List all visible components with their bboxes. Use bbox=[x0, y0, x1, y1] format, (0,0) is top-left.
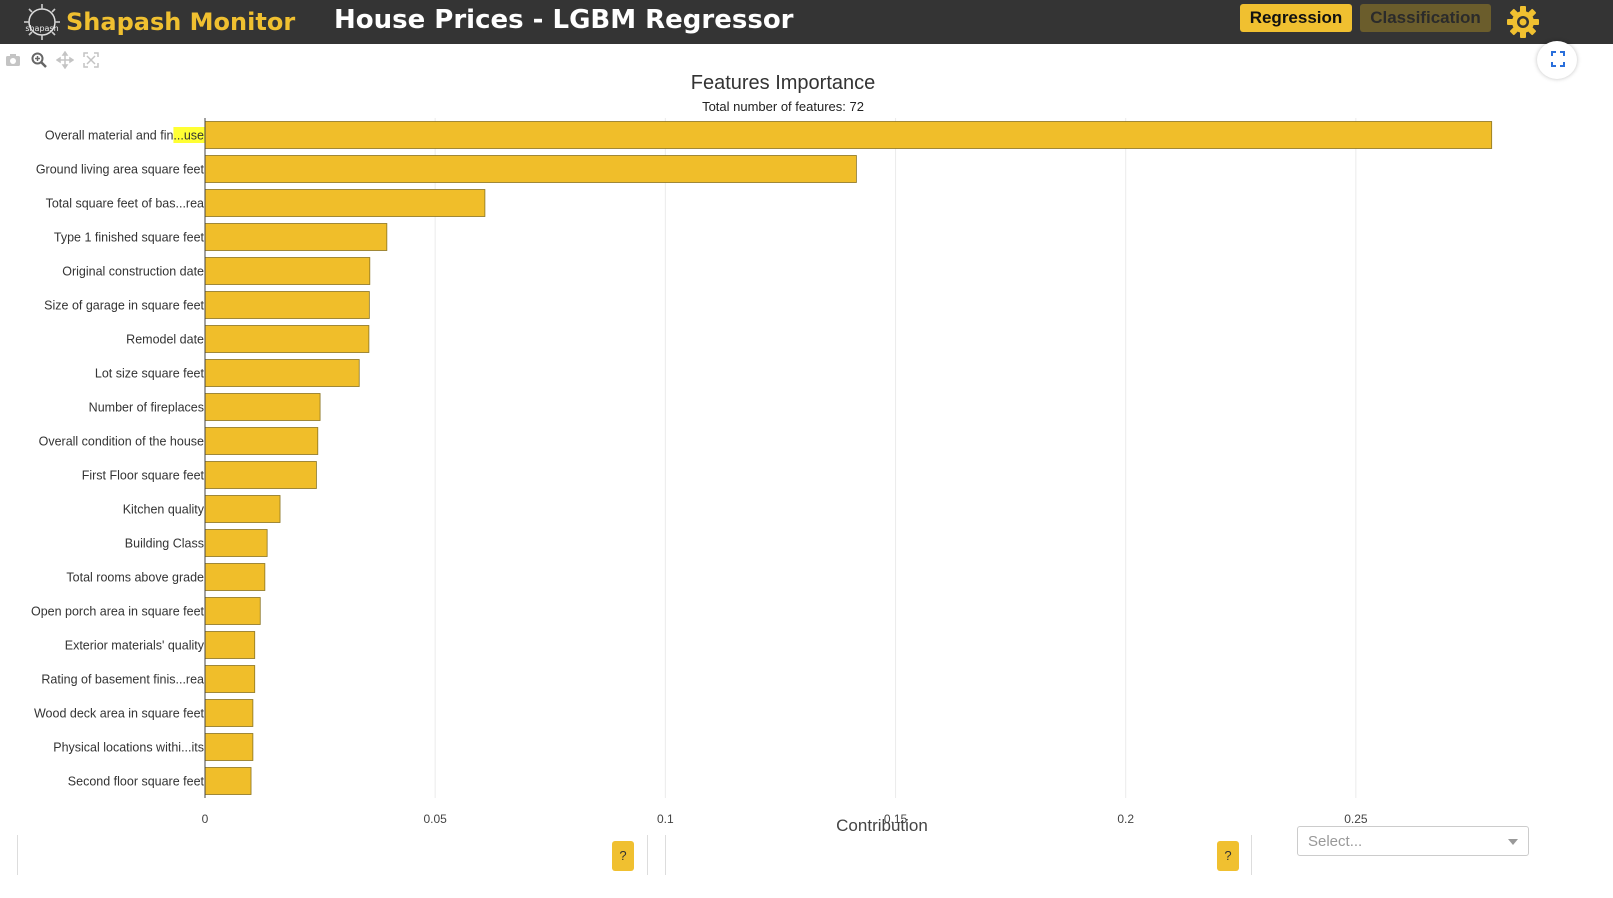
bar[interactable] bbox=[204, 461, 317, 489]
bar[interactable] bbox=[204, 495, 281, 523]
help-button[interactable]: ? bbox=[612, 841, 634, 871]
y-tick-label: Overall condition of the house bbox=[39, 435, 204, 449]
bar[interactable] bbox=[204, 529, 268, 557]
camera-icon[interactable] bbox=[4, 51, 22, 69]
x-tick-label: 0.2 bbox=[1117, 812, 1134, 826]
y-tick-label: Overall material and fin...use bbox=[45, 129, 204, 143]
chart-modebar bbox=[4, 51, 100, 69]
x-axis-title: Contribution bbox=[836, 816, 928, 835]
y-tick-label: Physical locations withi...its bbox=[53, 741, 204, 755]
bar[interactable] bbox=[204, 631, 256, 659]
y-tick-label: Second floor square feet bbox=[68, 775, 205, 789]
regression-button[interactable]: Regression bbox=[1240, 4, 1352, 32]
bar[interactable] bbox=[204, 767, 252, 795]
bar[interactable] bbox=[204, 291, 370, 319]
y-tick-label: Total rooms above grade bbox=[66, 571, 204, 585]
bar[interactable] bbox=[204, 359, 360, 387]
y-tick-label: Open porch area in square feet bbox=[31, 605, 205, 619]
bar[interactable] bbox=[204, 257, 371, 285]
bar[interactable] bbox=[204, 189, 486, 217]
chart-title: Features Importance bbox=[691, 72, 876, 94]
y-tick-label: Kitchen quality bbox=[123, 503, 205, 517]
bottom-panel-left: ? bbox=[17, 835, 648, 875]
y-tick-label: Size of garage in square feet bbox=[44, 299, 204, 313]
chevron-down-icon bbox=[1508, 839, 1518, 845]
y-tick-label: Ground living area square feet bbox=[36, 163, 205, 177]
expand-icon bbox=[1551, 51, 1565, 67]
y-tick-label: Rating of basement finis...rea bbox=[41, 673, 204, 687]
zoom-icon[interactable] bbox=[30, 51, 48, 69]
y-tick-label: Exterior materials' quality bbox=[65, 639, 205, 653]
y-tick-label: Building Class bbox=[125, 537, 204, 551]
page-title: House Prices - LGBM Regressor bbox=[334, 5, 794, 35]
bar[interactable] bbox=[204, 223, 388, 251]
bar[interactable] bbox=[204, 597, 261, 625]
y-tick-label: Number of fireplaces bbox=[89, 401, 204, 415]
y-tick-label: First Floor square feet bbox=[82, 469, 205, 483]
y-tick-label: Lot size square feet bbox=[95, 367, 205, 381]
brand-name: Shapash Monitor bbox=[66, 8, 296, 36]
shapash-logo-icon: shapash bbox=[24, 4, 60, 40]
brand[interactable]: shapash Shapash Monitor bbox=[22, 0, 295, 44]
classification-button[interactable]: Classification bbox=[1360, 4, 1491, 32]
bar[interactable] bbox=[204, 155, 857, 183]
bar[interactable] bbox=[204, 325, 370, 353]
y-tick-label: Original construction date bbox=[62, 265, 204, 279]
label-highlight bbox=[173, 127, 206, 143]
select-placeholder: Select... bbox=[1308, 833, 1363, 850]
feature-select-dropdown[interactable]: Select... bbox=[1297, 826, 1529, 856]
settings-gear-icon[interactable] bbox=[1505, 4, 1541, 40]
y-tick-label: Wood deck area in square feet bbox=[34, 707, 205, 721]
x-tick-label: 0.25 bbox=[1344, 812, 1368, 826]
bar[interactable] bbox=[204, 121, 1493, 149]
bar[interactable] bbox=[204, 563, 266, 591]
bar[interactable] bbox=[204, 733, 254, 761]
y-tick-label: Type 1 finished square feet bbox=[54, 231, 205, 245]
y-tick-label-highlight: ...use bbox=[173, 129, 204, 143]
chart-subtitle: Total number of features: 72 bbox=[702, 99, 864, 114]
bottom-panel-middle: ? bbox=[665, 835, 1252, 875]
bar[interactable] bbox=[204, 665, 256, 693]
y-tick-label: Remodel date bbox=[126, 333, 204, 347]
logo-text: shapash bbox=[25, 24, 58, 33]
bar[interactable] bbox=[204, 393, 321, 421]
pan-icon[interactable] bbox=[56, 51, 74, 69]
fullscreen-button[interactable] bbox=[1537, 41, 1577, 79]
y-tick-label: Total square feet of bas...rea bbox=[46, 197, 204, 211]
x-tick-label: 0 bbox=[202, 812, 209, 826]
help-button[interactable]: ? bbox=[1217, 841, 1239, 871]
bar[interactable] bbox=[204, 427, 319, 455]
autoscale-icon[interactable] bbox=[82, 51, 100, 69]
x-tick-label: 0.1 bbox=[657, 812, 674, 826]
features-importance-chart: Overall material and fin...use Ground liv… bbox=[31, 72, 1493, 835]
bar[interactable] bbox=[204, 699, 254, 727]
x-tick-label: 0.05 bbox=[423, 812, 447, 826]
x-tick-label: 0.15 bbox=[884, 812, 908, 826]
top-navbar: shapash Shapash Monitor House Prices - L… bbox=[0, 0, 1613, 44]
